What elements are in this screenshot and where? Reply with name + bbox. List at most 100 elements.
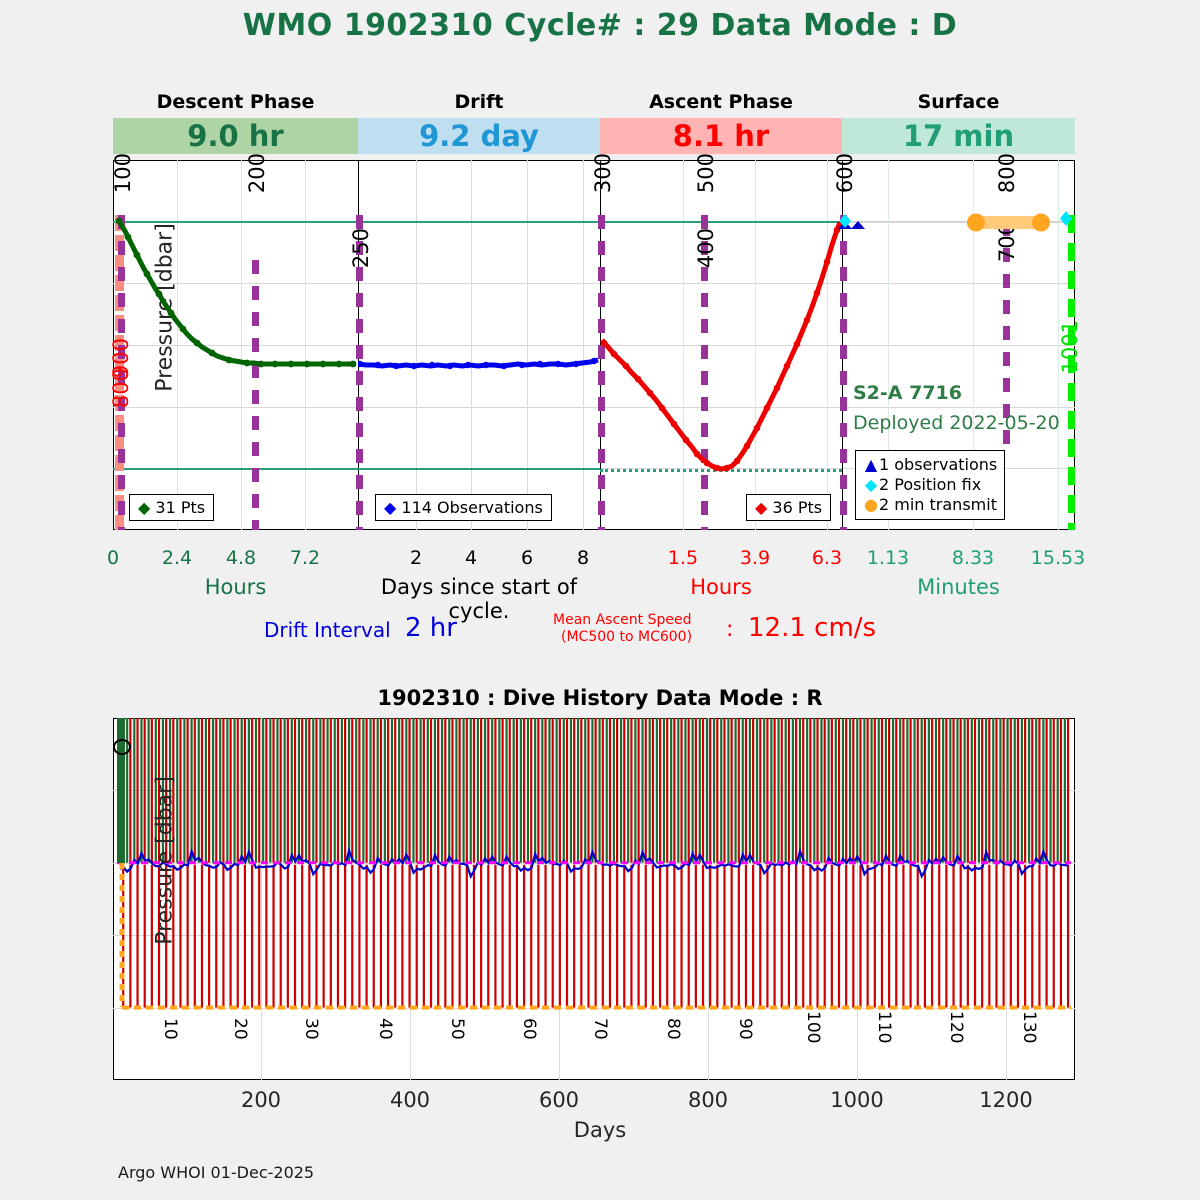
phase-duration-ascent: 8.1 hr [600, 118, 842, 154]
x-tick: 1000 [830, 1088, 884, 1112]
x-axis-name-drift: Days since start of cycle. [380, 575, 578, 623]
x-tick: 15.53 [1030, 547, 1086, 569]
float-id-label: S2-A 7716 [853, 382, 962, 404]
gridline-x [857, 718, 858, 1080]
x-tick: 1200 [979, 1088, 1033, 1112]
deployed-date-label: Deployed 2022-05-20 [853, 412, 1060, 434]
ascent-speed-label-line1: Mean Ascent Speed [553, 612, 692, 628]
ascent-points-label: 36 Pts [772, 498, 823, 517]
triangle-icon: ▲ [864, 455, 878, 474]
descent-points-legend: ◆ 31 Pts [129, 494, 215, 521]
x-tick: 2 [409, 547, 423, 569]
x-axis-name-descent: Hours [204, 575, 267, 599]
mission-col-600 [840, 215, 847, 530]
diamond-icon: ◆ [138, 498, 151, 517]
x-tick: 8.33 [951, 547, 995, 569]
x-tick: 0 [106, 547, 120, 569]
diamond-icon: ◆ [864, 475, 878, 494]
gridline-x [261, 718, 262, 1080]
gridline-y-500 [113, 790, 1075, 792]
gridline-x [471, 160, 472, 530]
gridline-x [305, 160, 306, 530]
mission-code-800: 800 [995, 153, 1019, 194]
ascent-points-legend: ◆ 36 Pts [746, 494, 832, 521]
drift-observations-series [358, 357, 599, 370]
phase-duration-drift: 9.2 day [358, 118, 600, 154]
cycle-label: 20 [230, 1018, 250, 1040]
gridline-x [583, 160, 584, 530]
legend-label: 1 observations [879, 455, 998, 474]
phase-duration-surface: 17 min [842, 118, 1075, 154]
cycle-label: 70 [590, 1018, 610, 1040]
drift-interval-value: 2 hr [405, 613, 457, 643]
gridline-x [888, 160, 889, 530]
marker-legend: ▲ 1 observations ◆ 2 Position fix ●2 min t… [855, 450, 1006, 520]
x-tick: 3.9 [739, 547, 771, 569]
legend-label: 2 Position fix [879, 475, 982, 494]
cycle-label: 40 [375, 1018, 395, 1040]
ascent-speed-colon: : [726, 617, 734, 642]
gridline-x [1006, 718, 1007, 1080]
gridline-x [527, 160, 528, 530]
mission-col-500 [701, 215, 708, 530]
x-tick: 4 [464, 547, 478, 569]
drift-interval-label: Drift Interval [264, 618, 391, 642]
footer-credit: Argo WHOI 01-Dec-2025 [118, 1163, 315, 1182]
legend-row-position-fix: ◆ 2 Position fix [863, 475, 997, 495]
gridline-y-1000 [113, 862, 1075, 864]
gridline-y-1500 [113, 935, 1075, 937]
surface-event-markers [838, 211, 1072, 232]
diamond-icon: ◆ [384, 498, 397, 517]
dive-history-title: 1902310 : Dive History Data Mode : R [377, 686, 823, 710]
descent-points-label: 31 Pts [155, 498, 206, 517]
x-tick: 1.5 [667, 547, 699, 569]
cycle-label: 90 [735, 1018, 755, 1040]
cycle-label: 80 [663, 1018, 683, 1040]
x-tick: 800 [687, 1088, 729, 1112]
gridline-x [827, 160, 828, 530]
gridline-x [683, 160, 684, 530]
x-axis-name-ascent: Hours [690, 575, 752, 599]
dive-history-chart: Pressure [dbar] 0 500 1000 1500 2000 250… [113, 718, 1075, 1080]
bottom-x-axis-label: Days [573, 1118, 627, 1142]
legend-label: 2 min transmit [879, 495, 997, 514]
phase-duration-descent: 9.0 hr [113, 118, 358, 154]
legend-row-transmit: ●2 min transmit [863, 495, 997, 515]
x-tick: 600 [538, 1088, 580, 1112]
gridline-x [973, 160, 974, 530]
legend-row-observations: ▲ 1 observations [863, 455, 997, 475]
mission-col-250 [356, 215, 363, 530]
cycle-label: 50 [447, 1018, 467, 1040]
cycle-label: 110 [874, 1011, 894, 1044]
gridline-y-1500 [113, 406, 1075, 408]
x-tick: 8 [576, 547, 590, 569]
cycle-label: 130 [1019, 1011, 1039, 1044]
cycle-label: 10 [160, 1018, 180, 1040]
x-tick: 1.13 [866, 547, 910, 569]
x-tick: 7.2 [289, 547, 321, 569]
mission-col-1001 [1068, 215, 1075, 530]
cycle-detail-chart: Descent Phase Drift Ascent Phase Surface… [109, 91, 1082, 530]
x-axis-name-surface: Minutes [917, 575, 1000, 599]
gridline-x [1058, 160, 1059, 530]
x-tick: 6.3 [811, 547, 843, 569]
diamond-icon: ◆ [755, 498, 768, 517]
bottom-y-axis-label: Pressure [dbar] [152, 776, 178, 945]
cycle-label: 60 [519, 1018, 539, 1040]
phase-header-drift: Drift [454, 91, 504, 113]
drift-points-label: 114 Observations [401, 498, 543, 517]
gridline-y-1000 [113, 345, 1075, 346]
phase-header-descent: Descent Phase [156, 91, 315, 113]
drift-points-legend: ◆ 114 Observations [375, 494, 552, 521]
x-tick: 400 [389, 1088, 431, 1112]
x-tick: 200 [240, 1088, 282, 1112]
circle-icon: ● [864, 495, 878, 514]
page-title: WMO 1902310 Cycle# : 29 Data Mode : D [242, 8, 958, 43]
gridline-x [755, 160, 756, 530]
x-tick: 6 [520, 547, 534, 569]
mission-col-300 [598, 215, 605, 530]
mission-code-1001-green: 1001 [1058, 320, 1082, 374]
surface-reference-line-faint [842, 221, 1075, 222]
cycle-label: 30 [301, 1018, 321, 1040]
phase-header-ascent: Ascent Phase [649, 91, 793, 113]
